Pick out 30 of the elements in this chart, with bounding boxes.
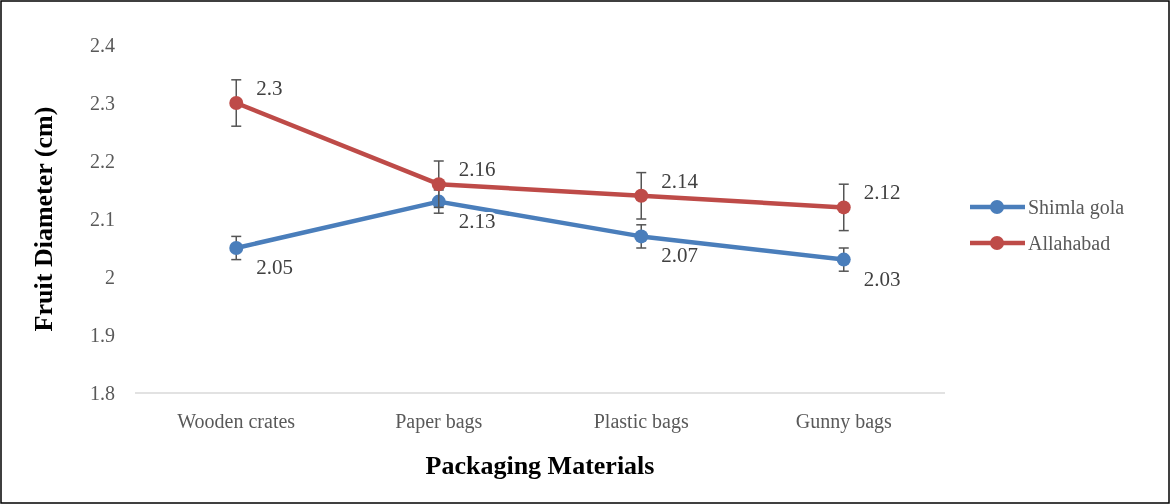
data-label: 2.3 (256, 76, 283, 100)
y-axis-title: Fruit Diameter (cm) (29, 106, 58, 332)
x-tick-label: Plastic bags (593, 410, 689, 433)
data-label: 2.16 (458, 157, 496, 182)
x-tick-label: Gunny bags (795, 410, 893, 433)
legend-label: Allahabad (1028, 232, 1111, 254)
y-tick-label: 2.4 (90, 34, 115, 56)
point (634, 229, 649, 244)
point (836, 252, 851, 267)
data-label: 2.14 (661, 168, 699, 193)
data-label: 2.05 (256, 255, 293, 279)
x-tick-label: Paper bags (395, 410, 483, 433)
point (229, 96, 244, 110)
data-label: 2.13 (458, 208, 496, 233)
x-tick-label: Wooden crates (177, 410, 296, 432)
legend-label: Shimla gola (1028, 196, 1125, 219)
data-label: 2.12 (863, 180, 901, 205)
y-tick-label: 2.3 (90, 92, 115, 114)
y-tick-label: 2 (105, 266, 115, 288)
point (431, 177, 446, 192)
point (229, 241, 244, 255)
y-tick-label: 2.2 (90, 150, 115, 172)
point (634, 188, 649, 203)
x-axis-title: Packaging Materials (425, 451, 655, 480)
point (836, 200, 851, 215)
data-label: 2.03 (863, 266, 901, 291)
y-tick-label: 1.9 (90, 324, 115, 346)
y-tick-label: 1.8 (90, 382, 115, 404)
y-tick-label: 2.1 (90, 208, 115, 230)
data-label: 2.07 (661, 243, 698, 268)
